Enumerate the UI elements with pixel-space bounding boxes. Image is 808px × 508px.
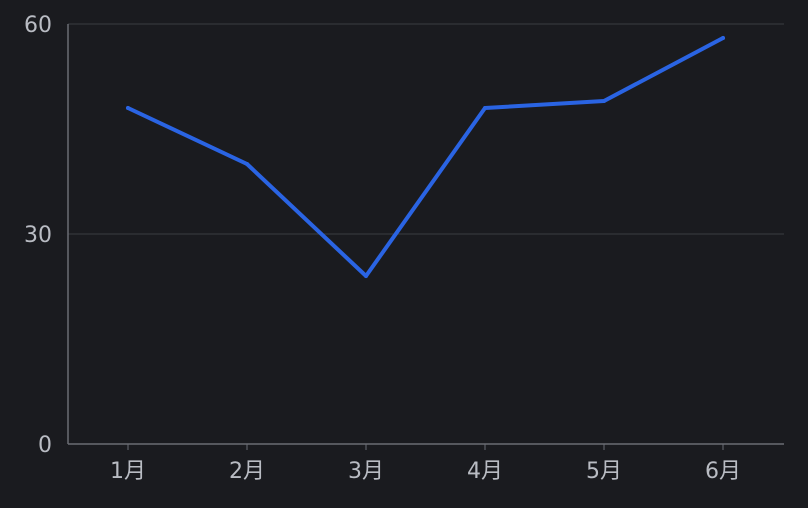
y-tick-label-0: 0 <box>38 433 52 458</box>
x-tick-label-2: 3月 <box>348 459 384 484</box>
data-point-0 <box>126 106 130 110</box>
x-tick-label-3: 4月 <box>467 459 503 484</box>
x-tick-label-1: 2月 <box>229 459 265 484</box>
data-point-4 <box>602 99 606 103</box>
x-tick-marks <box>128 444 723 450</box>
data-points <box>126 36 725 278</box>
x-tick-label-5: 6月 <box>705 459 741 484</box>
data-point-3 <box>483 106 487 110</box>
series-line <box>128 38 723 276</box>
x-tick-label-4: 5月 <box>586 459 622 484</box>
data-point-5 <box>721 36 725 40</box>
data-point-2 <box>364 274 368 278</box>
y-tick-label-2: 60 <box>24 13 52 38</box>
series-group <box>128 38 723 276</box>
y-tick-labels: 0 30 60 <box>24 13 52 458</box>
x-tick-labels: 1月 2月 3月 4月 5月 6月 <box>110 459 741 484</box>
x-tick-label-0: 1月 <box>110 459 146 484</box>
data-point-1 <box>245 162 249 166</box>
y-tick-label-1: 30 <box>24 223 52 248</box>
